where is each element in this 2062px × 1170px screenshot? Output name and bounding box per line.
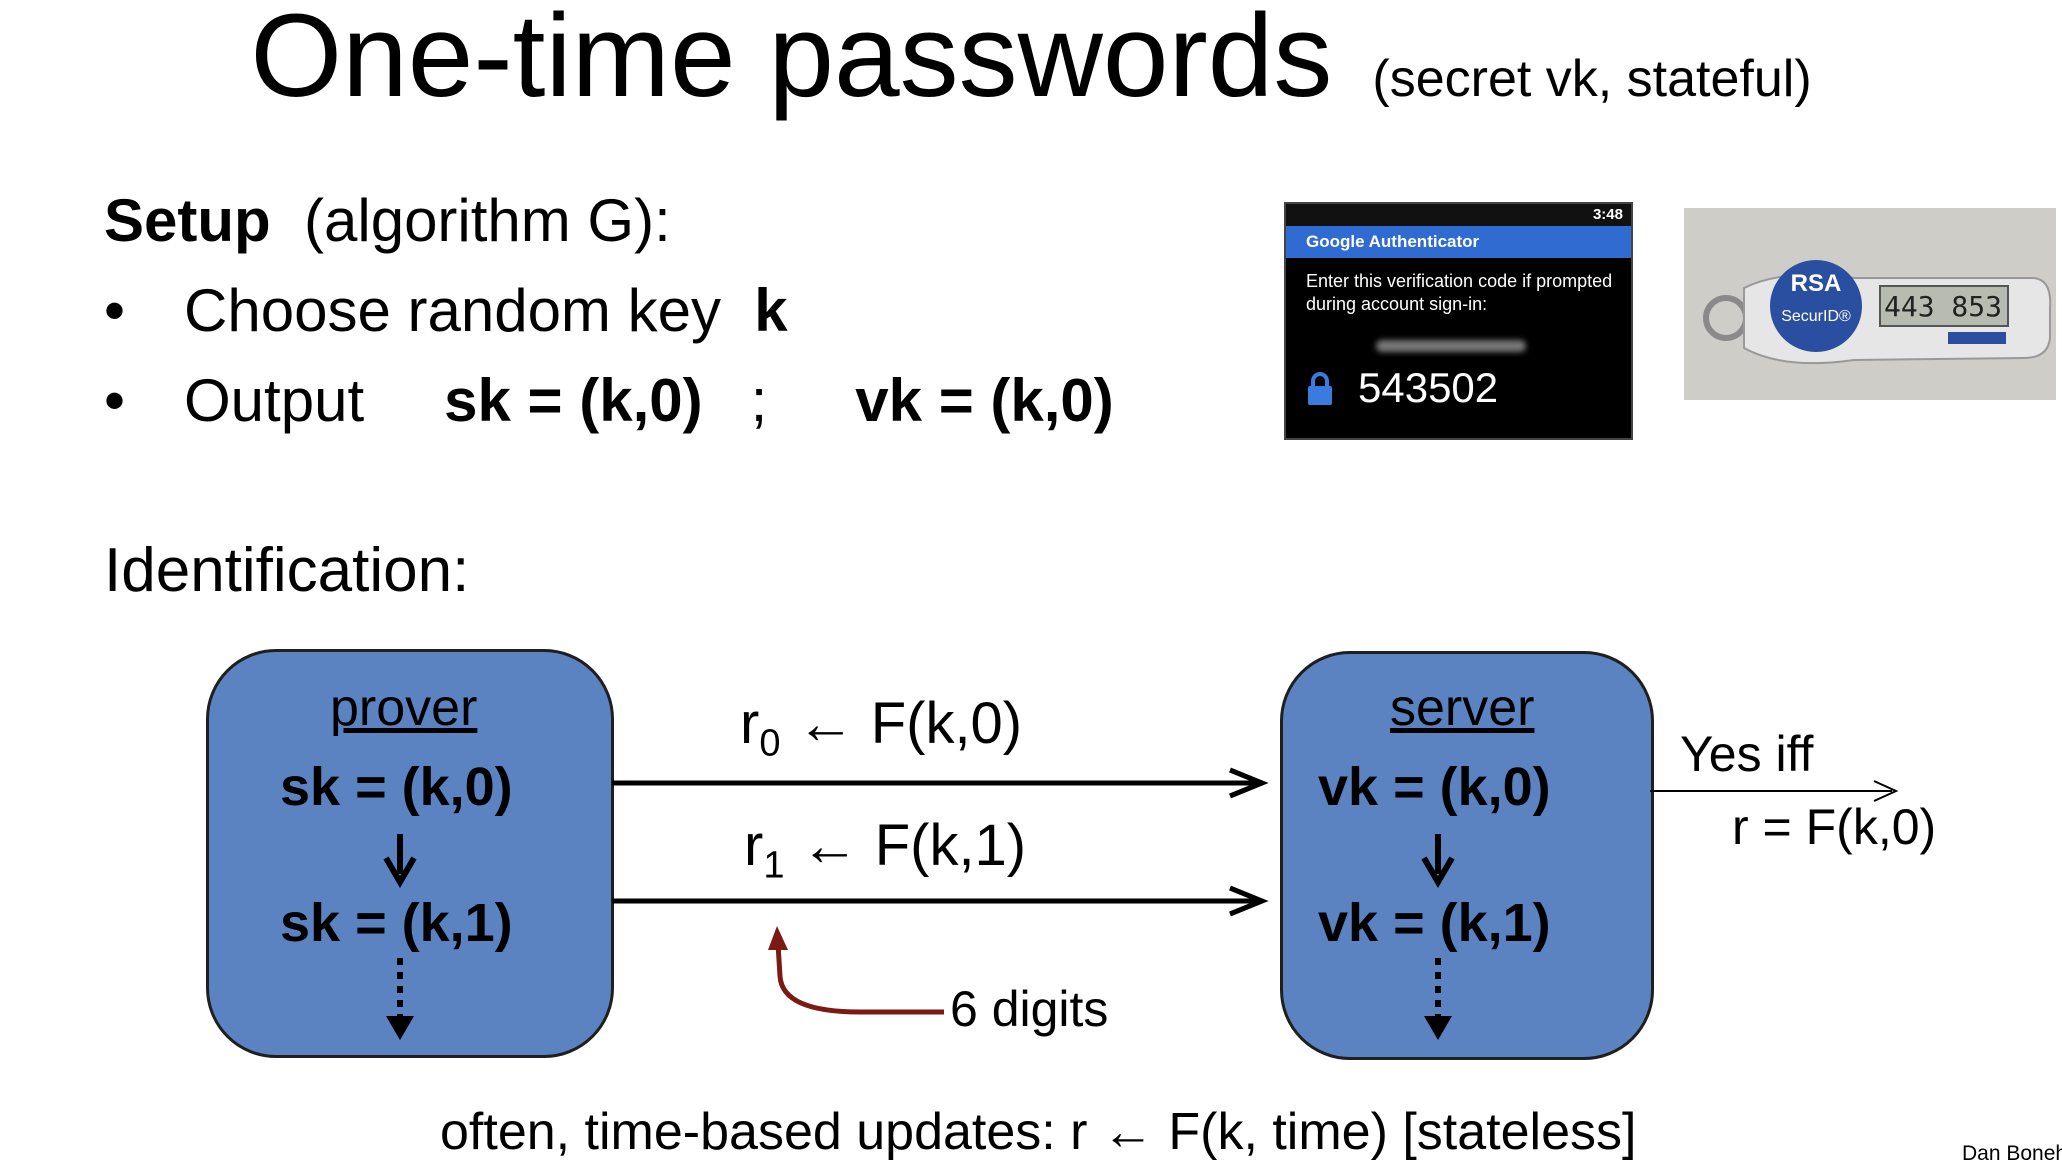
bullet-key: k: [754, 277, 788, 344]
prover-state-0: sk = (k,0): [280, 757, 513, 817]
setup-bullet-choose-key: • Choose random key k: [104, 276, 788, 345]
bullet-dot: •: [104, 277, 126, 344]
identification-heading: Identification:: [104, 536, 470, 605]
setup-bullet-output: • Output sk = (k,0); vk = (k,0): [104, 366, 1114, 435]
prover-title: prover: [330, 679, 478, 737]
prover-state-1: sk = (k,1): [280, 893, 513, 953]
phone-app-title: Google Authenticator: [1286, 226, 1631, 258]
r0-subscript: 0: [759, 722, 781, 765]
message-r0: r0 ← F(k,0): [740, 690, 1022, 766]
bullet-vk: vk = (k,0): [855, 367, 1114, 434]
arrow-r0-head: [1229, 767, 1269, 799]
setup-heading: Setup (algorithm G):: [104, 186, 671, 255]
six-digits-arrow: [775, 943, 944, 1015]
phone-clock: 3:48: [1592, 206, 1623, 223]
token-illustration: [1684, 208, 2056, 400]
bullet-sep: ;: [750, 367, 768, 434]
six-digits-note: 6 digits: [950, 981, 1109, 1037]
message-r1: r1 ← F(k,1): [744, 812, 1026, 888]
server-state-1: vk = (k,1): [1318, 893, 1551, 953]
server-box: [1280, 651, 1654, 1060]
phone-otp-code: 543502: [1358, 364, 1499, 411]
r0-base: r: [740, 691, 760, 756]
verify-condition-formula: r = F(k,0): [1732, 799, 1937, 855]
title-main: One-time passwords: [250, 0, 1333, 122]
server-state-0: vk = (k,0): [1318, 757, 1551, 817]
bullet-dot: •: [104, 367, 126, 434]
token-display: 443 853: [1884, 290, 2003, 323]
google-authenticator-screenshot: 3:48 Google Authenticator Enter this ver…: [1284, 202, 1633, 440]
prover-box: [206, 649, 614, 1058]
bullet-text: Output: [184, 367, 365, 434]
slide-title: One-time passwords (secret vk, stateful): [0, 0, 2062, 128]
lock-icon: [1308, 372, 1332, 405]
server-title: server: [1390, 679, 1535, 737]
setup-algorithm: (algorithm G):: [304, 187, 671, 254]
bullet-sk: sk = (k,0): [444, 367, 703, 434]
verify-condition-label: Yes iff: [1680, 726, 1814, 782]
token-brand: RSA: [1790, 270, 1842, 297]
arrow-r1-head: [1229, 885, 1269, 917]
setup-label: Setup: [104, 187, 271, 254]
rsa-securid-token-photo: RSA SecurID® 443 853: [1684, 208, 2056, 400]
phone-prompt: Enter this verification code if prompted…: [1306, 271, 1613, 314]
phone-blurred-account: [1376, 340, 1526, 352]
r1-subscript: 1: [763, 844, 785, 887]
phone-status-bar: 3:48: [1286, 204, 1631, 226]
author-credit: Dan Boneh: [1962, 1142, 2062, 1165]
footer-note: often, time-based updates: r ← F(k, time…: [440, 1103, 1637, 1161]
token-product: SecurID®: [1781, 308, 1851, 325]
r1-base: r: [744, 813, 764, 878]
title-subtitle: (secret vk, stateful): [1372, 50, 1812, 108]
r1-rhs: ← F(k,1): [784, 813, 1027, 878]
bullet-text: Choose random key: [184, 277, 738, 344]
r0-rhs: ← F(k,0): [780, 691, 1023, 756]
